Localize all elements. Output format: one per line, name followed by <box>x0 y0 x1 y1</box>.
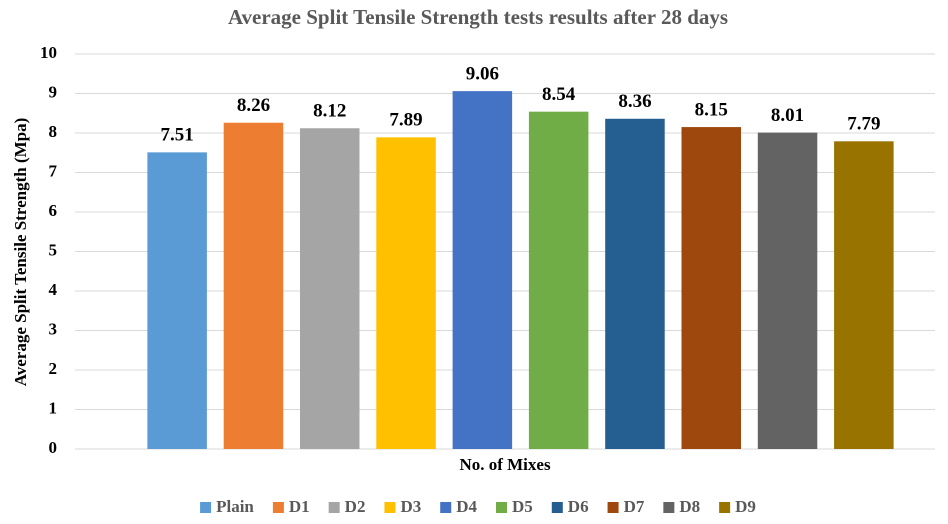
y-tick-label: 9 <box>49 82 58 101</box>
data-label: 7.51 <box>161 125 194 146</box>
data-label: 8.26 <box>237 95 270 116</box>
data-label: 8.54 <box>542 84 576 105</box>
legend-swatch <box>496 502 508 513</box>
y-tick-label: 5 <box>49 240 58 259</box>
legend-label: D3 <box>400 497 421 516</box>
y-tick-label: 10 <box>40 43 57 62</box>
y-tick-label: 4 <box>49 280 58 299</box>
bar <box>528 111 589 450</box>
bar <box>299 128 360 449</box>
bar <box>376 137 436 449</box>
bar <box>452 91 513 449</box>
legend-swatch <box>328 502 340 513</box>
bar <box>757 132 818 450</box>
y-tick-label: 0 <box>49 438 58 457</box>
x-axis-title: No. of Mixes <box>459 455 551 474</box>
y-tick-label: 2 <box>49 359 58 378</box>
y-tick-label: 6 <box>49 201 58 220</box>
legend-swatch <box>551 502 563 513</box>
legend-label: Plain <box>216 497 254 516</box>
y-tick-label: 7 <box>49 161 58 180</box>
data-label: 8.36 <box>618 91 651 112</box>
y-axis-title: Average Split Tensile Strength (Mpa) <box>11 118 30 387</box>
data-label: 8.15 <box>695 99 728 120</box>
data-label: 8.12 <box>313 101 346 122</box>
legend-label: D4 <box>456 497 477 516</box>
legend-swatch <box>200 502 212 513</box>
y-tick-label: 3 <box>49 319 58 338</box>
legend-label: D1 <box>289 497 310 516</box>
data-label: 7.89 <box>389 110 422 131</box>
legend-label: D5 <box>512 497 533 516</box>
legend-label: D2 <box>345 497 366 516</box>
bar <box>147 152 207 450</box>
data-label: 9.06 <box>466 63 499 84</box>
legend-swatch <box>440 502 452 513</box>
legend-swatch <box>719 502 731 513</box>
legend-swatch <box>607 502 619 513</box>
legend-swatch <box>384 502 396 513</box>
legend-label: D6 <box>568 497 589 516</box>
legend-label: D7 <box>624 497 645 516</box>
data-label: 7.79 <box>847 114 880 135</box>
chart-title: Average Split Tensile Strength tests res… <box>228 5 728 29</box>
legend-swatch <box>272 502 284 513</box>
legend-swatch <box>663 502 675 513</box>
legend: Plain D1 D2 D3 D4 D5 D6 D7 D8 D9 <box>200 497 756 516</box>
bar <box>681 127 742 449</box>
legend-label: D9 <box>735 497 756 516</box>
bar <box>223 122 284 449</box>
y-tick-label: 1 <box>49 398 58 417</box>
legend-label: D8 <box>679 497 700 516</box>
y-tick-label: 8 <box>49 122 58 141</box>
bar <box>605 118 665 449</box>
bar <box>834 141 894 450</box>
data-label: 8.01 <box>771 105 804 126</box>
